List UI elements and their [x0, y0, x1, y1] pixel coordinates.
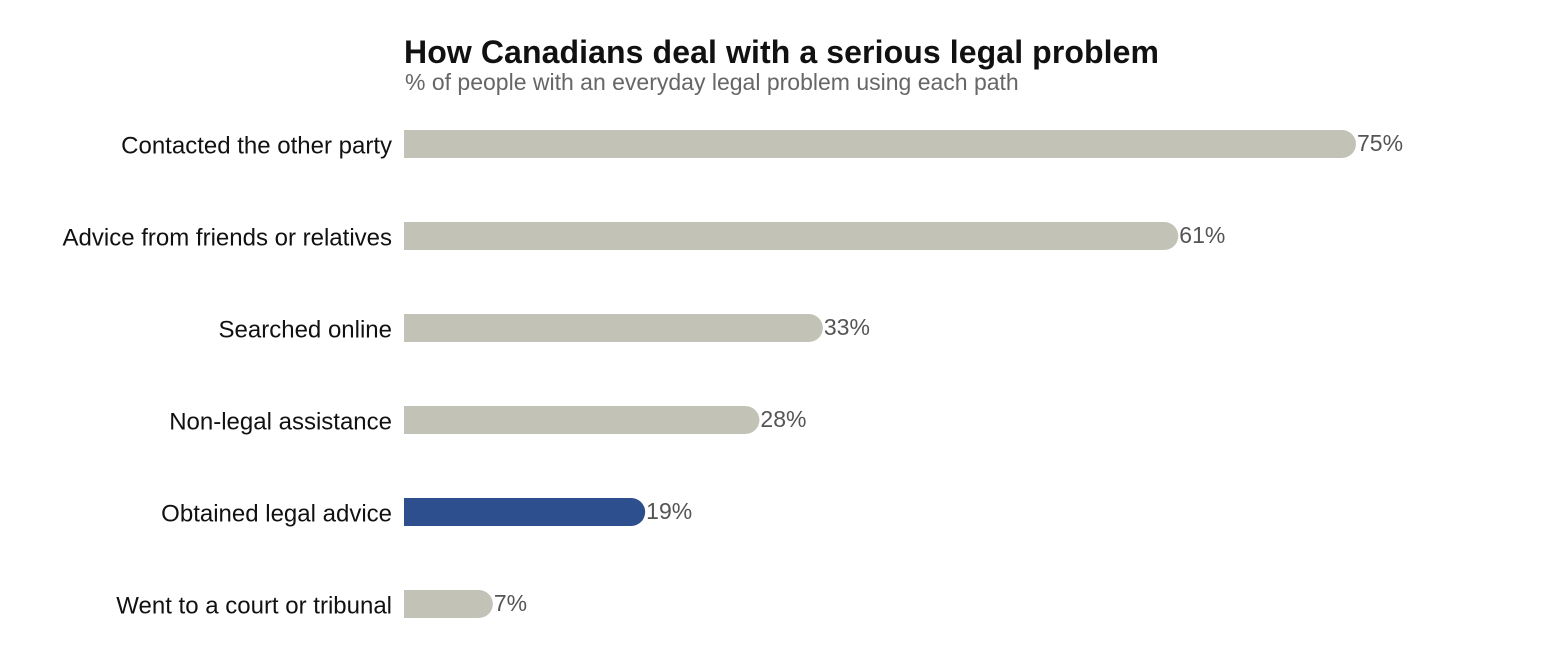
category-label: Non-legal assistance [169, 408, 392, 435]
value-label: 61% [1179, 222, 1225, 248]
value-label: 19% [646, 498, 692, 524]
bar-contacted-the-other-party [404, 130, 1356, 158]
category-label: Contacted the other party [121, 132, 392, 159]
category-labels: Contacted the other party Advice from fri… [63, 132, 392, 619]
value-label: 7% [494, 590, 527, 616]
value-labels: 75% 61% 33% 28% 19% 7% [494, 130, 1403, 616]
bar-searched-online [404, 314, 823, 342]
chart-title: How Canadians deal with a serious legal … [404, 34, 1160, 70]
value-label: 33% [824, 314, 870, 340]
category-label: Advice from friends or relatives [63, 224, 392, 251]
category-label: Searched online [219, 316, 392, 343]
value-label: 75% [1357, 130, 1403, 156]
bars-layer [404, 130, 1356, 618]
category-label: Went to a court or tribunal [116, 592, 392, 619]
bar-advice-from-friends-or-relatives [404, 222, 1179, 250]
category-label: Obtained legal advice [161, 500, 392, 527]
chart-subtitle: % of people with an everyday legal probl… [405, 69, 1019, 95]
bar-non-legal-assistance [404, 406, 760, 435]
bar-obtained-legal-advice [404, 498, 646, 526]
value-label: 28% [760, 406, 806, 432]
bar-went-to-a-court-or-tribunal [404, 590, 493, 618]
